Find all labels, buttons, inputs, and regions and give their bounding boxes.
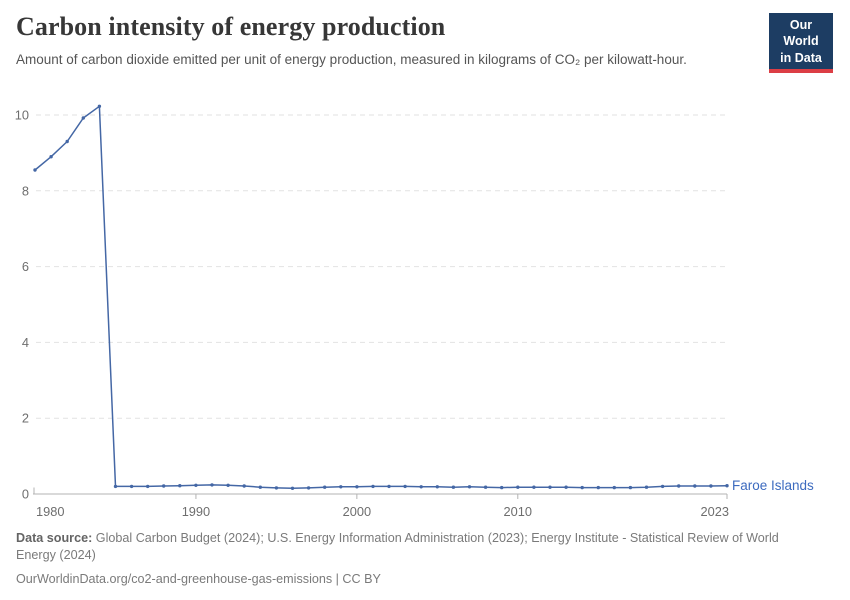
data-point — [323, 485, 327, 489]
x-tick-label: 1990 — [182, 504, 210, 519]
chart-footer: Data source: Global Carbon Budget (2024)… — [16, 530, 816, 588]
data-point — [290, 486, 295, 490]
owid-logo: Our World in Data — [769, 13, 833, 73]
x-tick-label: 2023 — [701, 504, 729, 519]
data-point — [467, 485, 472, 489]
data-point — [274, 486, 279, 490]
data-point — [564, 485, 568, 489]
chart-title: Carbon intensity of energy production — [16, 12, 446, 41]
data-point — [628, 485, 633, 490]
y-tick-label: 10 — [15, 108, 29, 123]
x-tick-label: 2010 — [504, 504, 532, 519]
data-point — [548, 485, 552, 489]
data-point — [419, 485, 423, 489]
data-point — [65, 139, 69, 144]
data-point — [306, 486, 311, 490]
data-point — [339, 485, 343, 489]
x-tick-label: 1980 — [36, 504, 64, 519]
data-point — [612, 485, 616, 490]
data-point — [677, 484, 681, 488]
data-point — [81, 116, 86, 120]
data-point — [580, 485, 584, 490]
data-point — [355, 485, 359, 489]
data-point — [403, 484, 407, 489]
data-point — [596, 485, 600, 490]
data-point — [532, 485, 536, 489]
data-point — [725, 484, 729, 488]
data-point — [435, 485, 439, 489]
x-tick-label: 2000 — [343, 504, 371, 519]
data-point — [113, 484, 118, 489]
data-point — [258, 485, 262, 489]
data-point — [500, 485, 504, 490]
y-tick-label: 0 — [22, 487, 29, 502]
y-tick-label: 4 — [22, 335, 29, 350]
footer-link[interactable]: OurWorldinData.org/co2-and-greenhouse-ga… — [16, 571, 381, 586]
y-tick-label: 2 — [22, 411, 29, 426]
data-point — [162, 484, 166, 488]
data-point — [709, 484, 713, 488]
y-tick-label: 6 — [22, 259, 29, 274]
data-source-text: Global Carbon Budget (2024); U.S. Energy… — [16, 531, 779, 563]
data-line — [34, 105, 728, 490]
owid-logo-line2: in Data — [780, 50, 822, 65]
data-point — [146, 484, 150, 489]
data-point — [516, 485, 520, 489]
data-point — [387, 484, 391, 489]
data-point — [129, 484, 134, 489]
data-point — [194, 483, 198, 487]
data-point — [226, 483, 230, 487]
data-point — [49, 155, 53, 159]
data-point — [33, 168, 37, 172]
data-point — [451, 485, 456, 489]
chart-subtitle: Amount of carbon dioxide emitted per uni… — [16, 52, 687, 67]
data-point — [371, 484, 375, 489]
data-point — [660, 484, 665, 489]
series-end-label: Faroe Islands — [732, 478, 814, 493]
data-source-line: Data source: Global Carbon Budget (2024)… — [16, 530, 812, 565]
data-point — [483, 485, 488, 489]
data-source-label: Data source: — [16, 531, 93, 545]
data-point — [242, 484, 246, 488]
data-point — [210, 483, 214, 487]
owid-logo-line1: Our World — [783, 18, 819, 49]
data-point — [97, 104, 102, 109]
data-point — [178, 484, 182, 488]
data-point — [693, 484, 697, 488]
data-point — [644, 485, 649, 489]
y-tick-label: 8 — [22, 183, 29, 198]
